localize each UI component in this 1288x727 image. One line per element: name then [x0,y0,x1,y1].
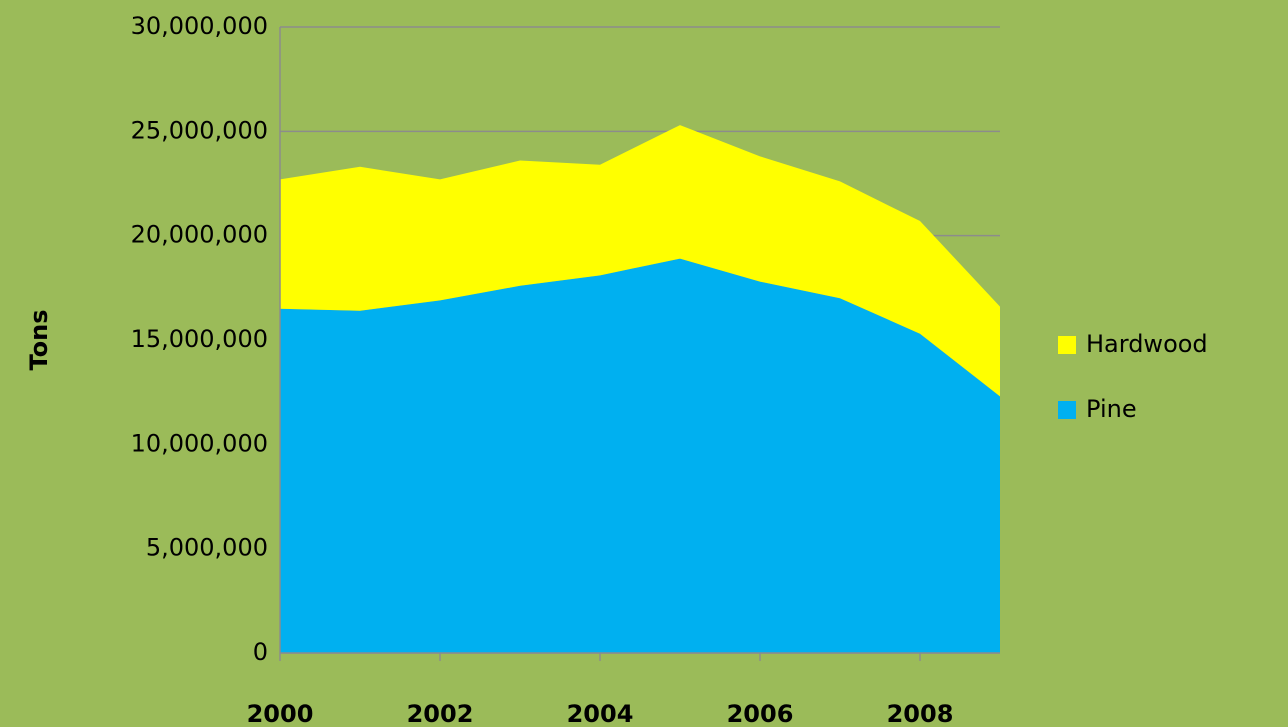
y-tick-label: 10,000,000 [131,429,268,457]
y-tick-label: 25,000,000 [131,116,268,144]
area [280,125,1000,397]
y-axis-title: Tons [25,309,53,370]
x-tick-label: 2000 [247,700,314,727]
y-tick-label: 20,000,000 [131,221,268,249]
legend-label: Pine [1086,395,1137,423]
legend-swatch [1058,336,1076,354]
x-tick-label: 2004 [567,700,634,727]
x-tick-label: 2002 [407,700,474,727]
y-tick-label: 0 [253,638,268,666]
x-tick-label: 2006 [727,700,794,727]
legend-swatch [1058,401,1076,419]
y-tick-label: 30,000,000 [131,12,268,40]
y-tick-label: 5,000,000 [146,534,268,562]
legend-label: Hardwood [1086,330,1208,358]
x-tick-label: 2008 [887,700,954,727]
area [280,258,1000,653]
y-tick-label: 15,000,000 [131,325,268,353]
